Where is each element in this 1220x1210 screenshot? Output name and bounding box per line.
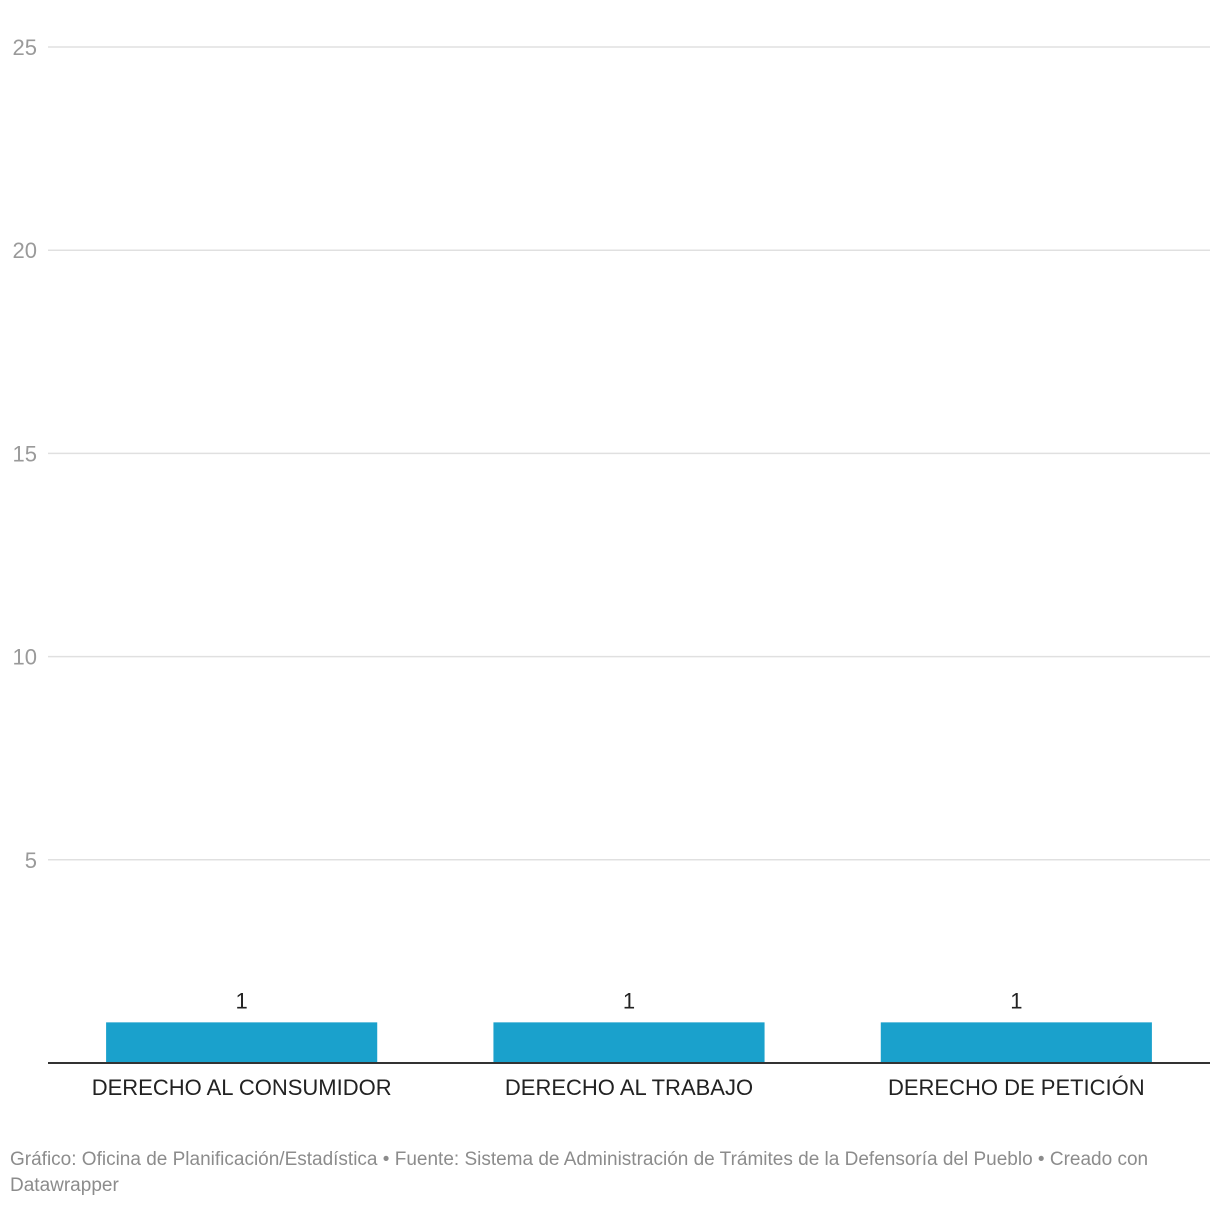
- bar: [106, 1022, 378, 1063]
- y-tick-label: 15: [13, 441, 37, 466]
- chart-area: 5 10 15 20 25 1 DERECHO AL CONSUMIDOR 1 DERECHO …: [13, 35, 1210, 1100]
- x-tick-label: DERECHO AL TRABAJO: [505, 1075, 753, 1100]
- footer-credit: Gráfico: Oficina de Planificación/Estadí…: [10, 1149, 378, 1170]
- bar: [493, 1022, 765, 1063]
- data-label: 1: [623, 988, 635, 1013]
- footer-tool: Creado con Datawrapper: [10, 1149, 1149, 1196]
- y-tick-label: 5: [25, 848, 37, 873]
- x-tick-label: DERECHO DE PETICIÓN: [888, 1075, 1145, 1100]
- y-tick-label: 25: [13, 35, 37, 60]
- footer-separator-2: •: [1032, 1149, 1050, 1170]
- data-label: 1: [236, 988, 248, 1013]
- x-tick-label: DERECHO AL CONSUMIDOR: [92, 1075, 392, 1100]
- y-tick-label: 20: [13, 238, 37, 263]
- bar: [880, 1022, 1152, 1063]
- data-label: 1: [1010, 988, 1022, 1013]
- chart-footer: Gráfico: Oficina de Planificación/Estadí…: [10, 1147, 1205, 1199]
- footer-separator: •: [377, 1149, 395, 1170]
- footer-source: Fuente: Sistema de Administración de Trá…: [394, 1149, 1033, 1170]
- bar-chart: 5 10 15 20 25 1 DERECHO AL CONSUMIDOR 1 DERECHO …: [13, 35, 1210, 1100]
- y-tick-label: 10: [13, 645, 37, 670]
